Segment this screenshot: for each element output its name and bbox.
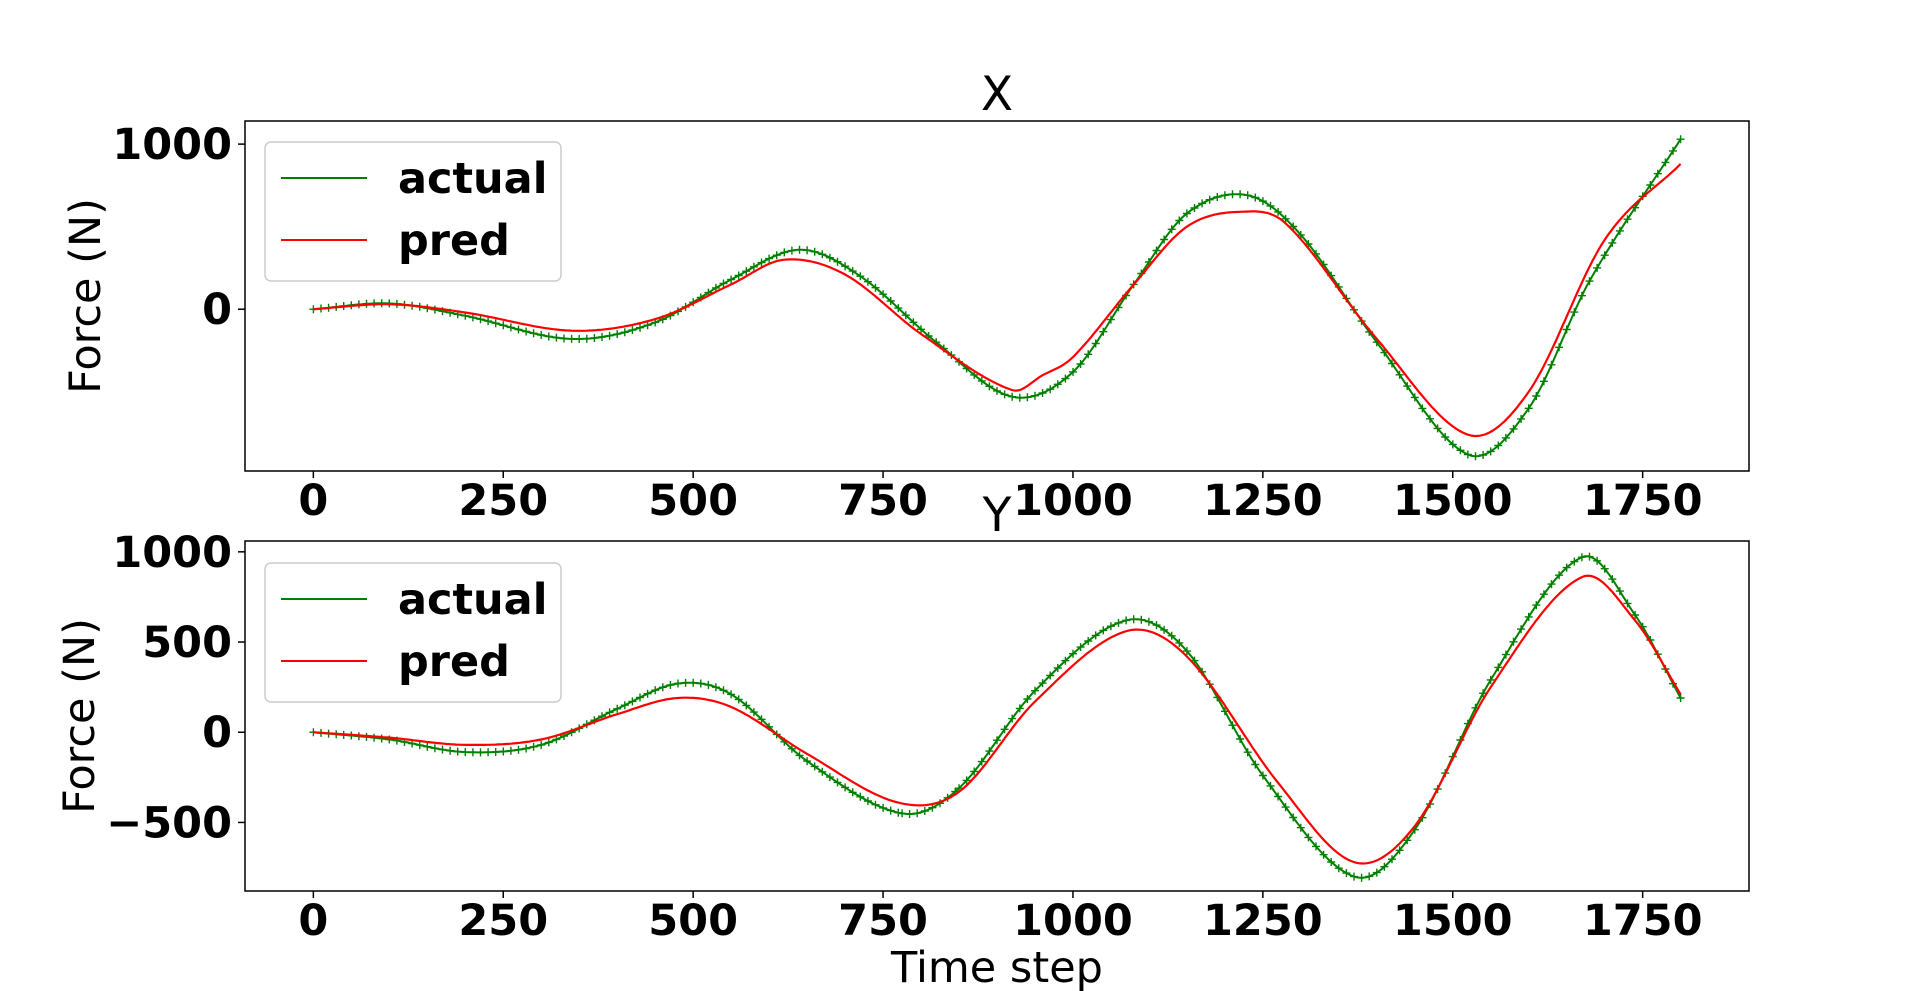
y-axis-label-x: Force (N) [61, 198, 111, 394]
legend-label-actual: actual [398, 575, 547, 625]
x-tick-label: 1250 [1203, 896, 1323, 946]
series-line-pred [313, 574, 1682, 865]
series-pred [313, 163, 1682, 438]
y-ticks-y: −500 0 500 1000 [106, 528, 245, 848]
legend-label-pred: pred [398, 216, 510, 266]
y-ticks-x: 0 1000 [112, 120, 245, 335]
x-tick-label: 1750 [1583, 476, 1703, 526]
chart-title-x: X [981, 67, 1013, 122]
chart-title-y: Y [982, 488, 1012, 543]
x-tick-label: 1500 [1393, 476, 1513, 526]
x-tick-label: 1000 [1013, 476, 1133, 526]
series-line-pred [313, 163, 1682, 438]
x-tick-label: 1500 [1393, 896, 1513, 946]
subplot-x: X Force (N) 0 250 500 750 1000 1250 1500 1750 0… [61, 67, 1750, 526]
legend-y: actual pred [264, 562, 562, 703]
x-tick-label: 1000 [1013, 896, 1133, 946]
subplot-y: Y Force (N) Time step 0 250 500 750 1000 1250… [55, 488, 1750, 991]
x-tick-label: 750 [838, 476, 928, 526]
legend-box [264, 141, 562, 282]
legend-x: actual pred [264, 141, 562, 282]
y-tick-label: 500 [142, 618, 232, 668]
legend-label-actual: actual [398, 154, 547, 204]
y-tick-label: 1000 [112, 528, 232, 578]
y-tick-label: −500 [106, 798, 232, 848]
y-tick-label: 0 [202, 708, 232, 758]
x-tick-label: 1750 [1583, 896, 1703, 946]
x-tick-label: 0 [298, 896, 328, 946]
x-tick-label: 0 [298, 476, 328, 526]
x-tick-label: 250 [458, 476, 548, 526]
series-pred [313, 574, 1682, 865]
y-tick-label: 1000 [112, 120, 232, 170]
x-tick-label: 500 [648, 476, 738, 526]
series-layer-y [309, 552, 1685, 882]
x-tick-label: 1250 [1203, 476, 1323, 526]
x-ticks-y: 0 250 500 750 1000 1250 1500 1750 [298, 891, 1703, 946]
x-tick-label: 750 [838, 896, 928, 946]
x-tick-label: 250 [458, 896, 548, 946]
y-tick-label: 0 [202, 285, 232, 335]
y-axis-label-y: Force (N) [55, 618, 105, 814]
x-ticks-x: 0 250 500 750 1000 1250 1500 1750 [298, 471, 1703, 526]
legend-label-pred: pred [398, 637, 510, 687]
x-tick-label: 500 [648, 896, 738, 946]
legend-box [264, 562, 562, 703]
x-axis-label-y: Time step [890, 943, 1103, 991]
series-layer-x [309, 135, 1685, 461]
